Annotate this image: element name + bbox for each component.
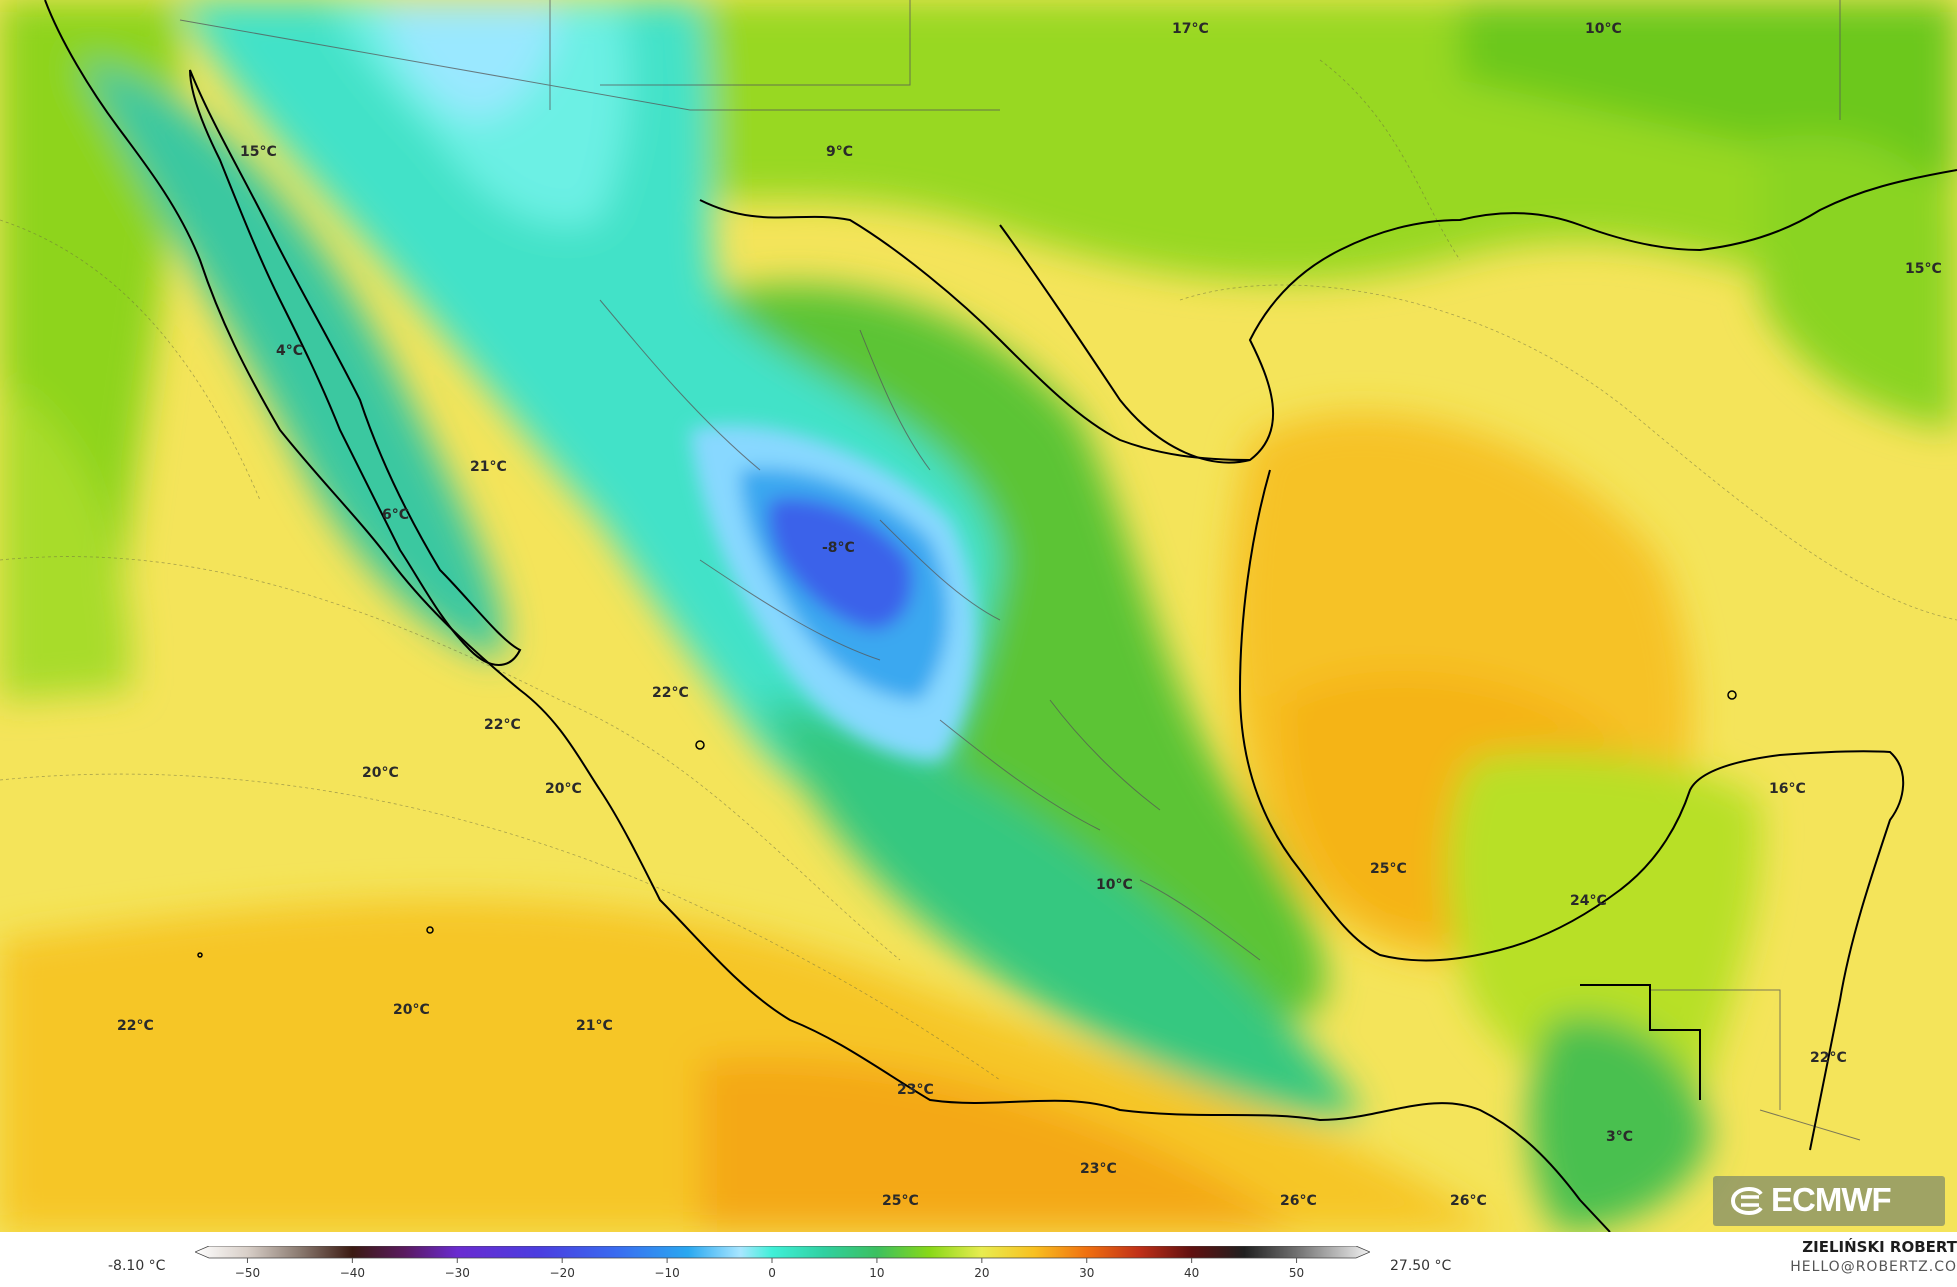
temperature-label: 25°C <box>882 1193 919 1209</box>
islands <box>197 690 1737 958</box>
temperature-label: 23°C <box>897 1082 934 1098</box>
scale-tick-label: 10 <box>869 1266 884 1280</box>
scale-tick-label: 40 <box>1184 1266 1199 1280</box>
scale-tick-label: −10 <box>654 1266 679 1280</box>
min-value-label: -8.10 °C <box>108 1258 166 1274</box>
temperature-label: 24°C <box>1570 893 1607 909</box>
author-email: HELLO@ROBERTZ.CO <box>1790 1259 1957 1275</box>
temperature-label: 22°C <box>484 717 521 733</box>
temperature-label: 22°C <box>1810 1050 1847 1066</box>
color-scale-ticks: −50 −40 −30 −20 −10 0 10 20 30 40 50 <box>235 1258 1304 1280</box>
temperature-map: 17°C 10°C 15°C 9°C 15°C 4°C 21°C 6°C -8°… <box>0 0 1957 1232</box>
temperature-label: 22°C <box>117 1018 154 1034</box>
scale-tick-label: −50 <box>235 1266 260 1280</box>
scale-tick-label: 50 <box>1289 1266 1304 1280</box>
temperature-label: 20°C <box>393 1002 430 1018</box>
color-scale-gradient <box>195 1246 1370 1259</box>
ecmwf-logo: ECMWF <box>1713 1176 1945 1226</box>
scale-tick-label: 20 <box>974 1266 989 1280</box>
ecmwf-logo-icon <box>1731 1186 1763 1216</box>
scale-tick-label: 0 <box>768 1266 776 1280</box>
temperature-label: 10°C <box>1096 877 1133 893</box>
temperature-label: 26°C <box>1450 1193 1487 1209</box>
temperature-label: 9°C <box>826 144 853 160</box>
temperature-label: 22°C <box>652 685 689 701</box>
cold-core <box>690 424 976 760</box>
color-scale-bar: −50 −40 −30 −20 −10 0 10 20 30 40 50 <box>195 1246 1370 1280</box>
scale-tick-label: −40 <box>340 1266 365 1280</box>
temperature-label: 25°C <box>1370 861 1407 877</box>
temperature-label: -8°C <box>822 540 855 556</box>
temperature-label: 20°C <box>362 765 399 781</box>
temperature-label: 21°C <box>470 459 507 475</box>
coastlines <box>44 0 1957 1232</box>
temperature-label: 17°C <box>1172 21 1209 37</box>
legend-footer: -8.10 °C −50 −40 −30 −20 −10 0 10 20 30 40 50 27.5… <box>0 1232 1957 1287</box>
temperature-label: 3°C <box>1606 1129 1633 1145</box>
temperature-label: 21°C <box>576 1018 613 1034</box>
isotherm-lines <box>0 59 1957 1081</box>
scale-tick-label: −20 <box>550 1266 575 1280</box>
temperature-label: 15°C <box>240 144 277 160</box>
credit-block: ZIELIŃSKI ROBERT HELLO@ROBERTZ.CO <box>1777 1232 1957 1287</box>
temperature-label: 10°C <box>1585 21 1622 37</box>
interior-borders <box>179 0 1861 1141</box>
logo-text: ECMWF <box>1771 1181 1892 1218</box>
temperature-label: 6°C <box>382 507 409 523</box>
temperature-label: 20°C <box>545 781 582 797</box>
temperature-label: 26°C <box>1280 1193 1317 1209</box>
scale-tick-label: −30 <box>445 1266 470 1280</box>
scale-tick-label: 30 <box>1079 1266 1094 1280</box>
temperature-label: 16°C <box>1769 781 1806 797</box>
max-value-label: 27.50 °C <box>1390 1258 1452 1274</box>
temperature-label: 23°C <box>1080 1161 1117 1177</box>
author-name: ZIELIŃSKI ROBERT <box>1802 1238 1957 1256</box>
temperature-label: 4°C <box>276 343 303 359</box>
temperature-label: 15°C <box>1905 261 1942 277</box>
temperature-labels: 17°C 10°C 15°C 9°C 15°C 4°C 21°C 6°C -8°… <box>117 21 1942 1209</box>
